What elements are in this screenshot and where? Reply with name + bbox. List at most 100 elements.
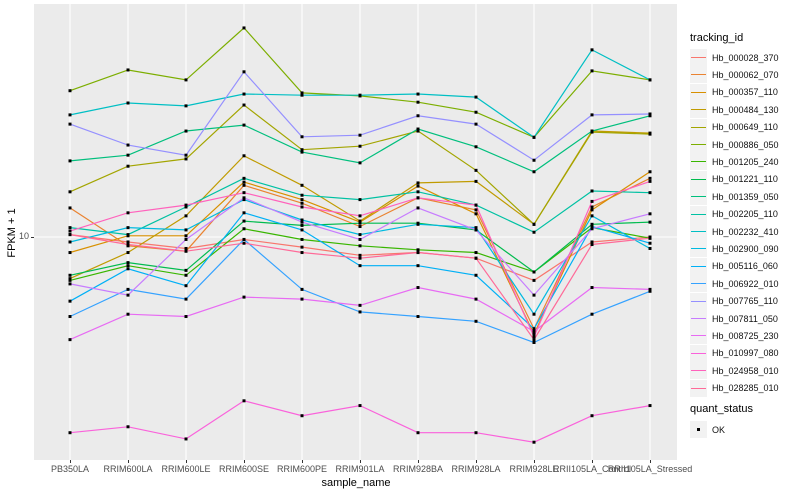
data-point [474,251,478,255]
data-point [68,278,72,282]
panel-background [34,4,677,460]
data-point [416,251,420,255]
data-point [648,170,652,174]
data-point [416,127,420,131]
legend-key-icon [690,275,707,293]
data-point [126,101,130,105]
data-point [242,198,246,202]
legend-item: Hb_005116_060 [690,257,778,275]
data-point [358,161,362,165]
data-point [358,303,362,307]
data-point [532,440,536,444]
legend-key-icon [690,101,707,119]
legend-label: Hb_002205_110 [712,209,778,220]
x-tick-label: RRII105LA_Stressed [607,464,693,474]
data-point [300,150,304,154]
data-point [242,237,246,241]
data-point [590,240,594,244]
data-point [648,212,652,216]
data-point [242,92,246,96]
data-point [300,287,304,291]
data-point [532,335,536,339]
legend-label: Hb_007765_110 [712,296,778,307]
data-point [300,205,304,209]
data-point [126,68,130,72]
legend-key-icon [690,223,707,240]
x-axis-tickmark [186,460,187,463]
data-point [358,404,362,408]
data-point [300,198,304,202]
data-point [242,26,246,30]
data-point [474,212,478,216]
data-point [300,201,304,205]
data-point [184,104,188,108]
data-point [474,110,478,114]
data-point [68,431,72,435]
data-point [242,227,246,231]
data-point [184,284,188,288]
data-point [648,114,652,118]
data-point [184,203,188,207]
data-point [68,122,72,126]
data-point [532,158,536,162]
legend-key-icon [690,205,707,223]
legend-label: Hb_024958_010 [712,365,779,376]
data-point [590,199,594,203]
data-point [68,159,72,163]
legend-key-icon [690,188,707,206]
data-point [532,170,536,174]
legend-label: OK [712,424,726,435]
data-point [532,135,536,139]
data-point [242,123,246,127]
data-point [242,154,246,158]
data-point [416,248,420,252]
data-point [242,241,246,245]
legend-item: Hb_028285_010 [690,379,779,397]
legend-key-icon [690,362,707,380]
data-point [416,92,420,96]
data-point [358,214,362,218]
x-tick-label: RRIM600LA [103,464,153,474]
data-point [184,273,188,277]
x-axis-tickmark [128,460,129,463]
data-point [68,226,72,230]
data-point [184,214,188,218]
data-point [126,164,130,168]
legend-item: Hb_002205_110 [690,205,778,223]
data-point [648,287,652,291]
data-point [416,315,420,319]
data-point [126,153,130,157]
data-point [300,245,304,249]
data-point [474,122,478,126]
data-point [416,181,420,185]
data-point [648,112,652,116]
data-point [126,261,130,265]
data-point [532,230,536,234]
data-point [242,180,246,184]
data-point [648,78,652,82]
data-point [358,198,362,202]
data-point [358,264,362,268]
data-point [242,219,246,223]
data-point [68,113,72,117]
data-point [532,338,536,342]
data-point [126,251,130,255]
legend-item-quant-ok: OK [690,421,725,438]
legend-title-tracking-id: tracking_id [690,32,744,44]
data-point [184,78,188,82]
legend-item: Hb_002232_410 [690,223,779,240]
data-point [648,179,652,183]
data-point [300,183,304,187]
legend-label: Hb_000357_110 [712,87,778,98]
legend-label: Hb_002232_410 [712,226,779,237]
data-point [474,168,478,172]
legend-key-icon [690,170,707,188]
x-axis-title: sample_name [321,477,391,489]
data-point [300,93,304,97]
data-point [242,103,246,107]
data-point [300,218,304,222]
data-point [358,256,362,260]
legend-title-quant-status: quant_status [690,403,753,415]
legend-label: Hb_001359_050 [712,191,779,202]
data-point [416,100,420,104]
